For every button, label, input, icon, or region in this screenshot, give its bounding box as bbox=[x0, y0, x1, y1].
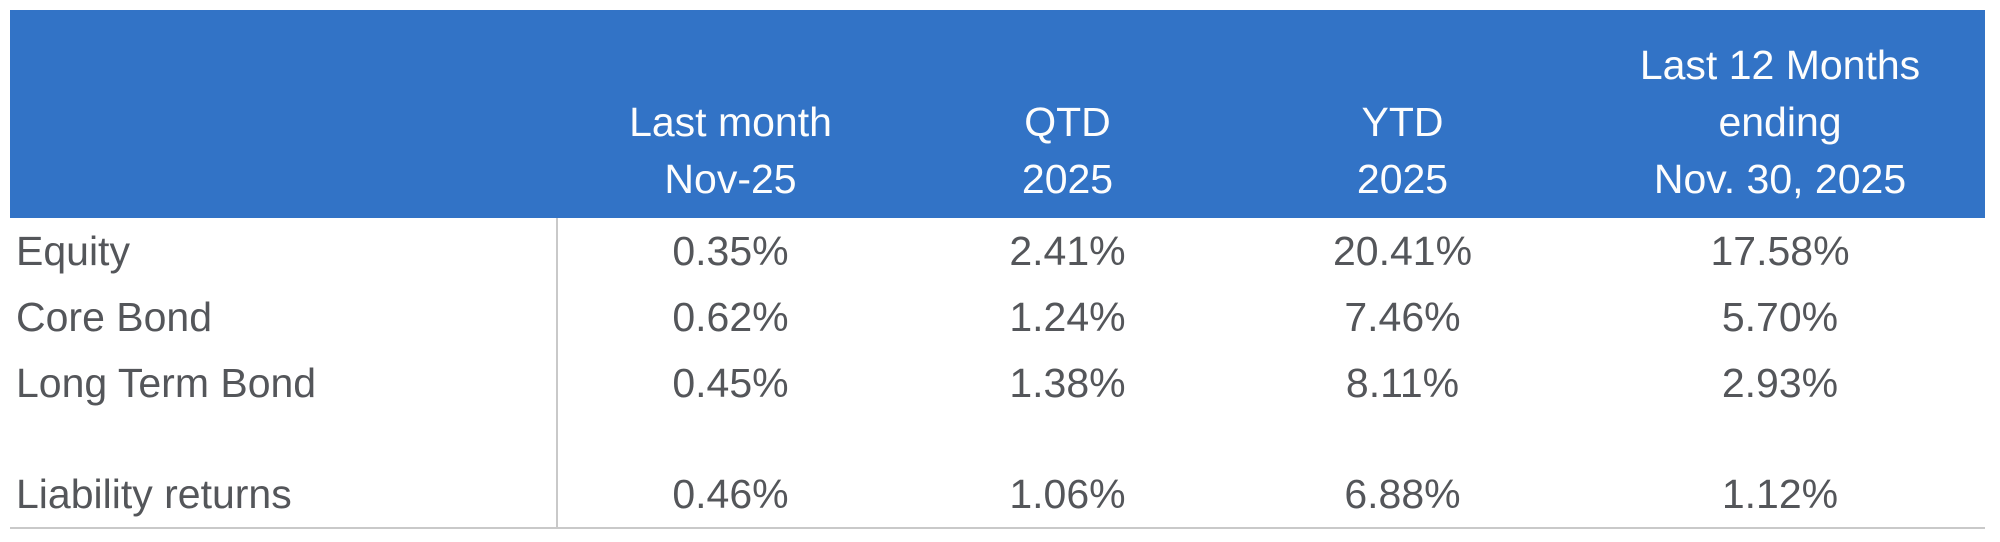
cell-last-month: 0.46% bbox=[672, 470, 789, 517]
header-last-12-months-line3: Nov. 30, 2025 bbox=[1653, 156, 1907, 202]
table-row-core-bond: Core Bond 0.62% 1.24% 7.46% 5.70% bbox=[10, 284, 1985, 350]
cell-ytd: 8.11% bbox=[1345, 359, 1460, 406]
header-last-month-line1: Last month bbox=[629, 99, 832, 145]
row-label: Core Bond bbox=[16, 293, 213, 340]
returns-table: Last month Nov-25 QTD 2025 YTD 2025 Last… bbox=[10, 10, 1985, 529]
blank-spacer-row bbox=[10, 416, 1985, 461]
header-last-12-months: Last 12 Months ending Nov. 30, 2025 bbox=[1575, 37, 1985, 218]
cell-ytd: 7.46% bbox=[1344, 293, 1461, 340]
cell-last-month: 0.35% bbox=[672, 227, 789, 274]
cell-last-12-months: 5.70% bbox=[1721, 293, 1839, 340]
table-row-equity: Equity 0.35% 2.41% 20.41% 17.58% bbox=[10, 218, 1985, 284]
cell-qtd: 1.38% bbox=[1009, 359, 1126, 406]
cell-ytd: 20.41% bbox=[1332, 227, 1473, 274]
header-ytd-line2: 2025 bbox=[1356, 156, 1449, 202]
row-label: Long Term Bond bbox=[16, 359, 317, 406]
header-last-month-line2: Nov-25 bbox=[664, 156, 797, 202]
header-ytd-line1: YTD bbox=[1361, 99, 1444, 145]
row-label: Equity bbox=[16, 227, 130, 274]
header-last-month: Last month Nov-25 bbox=[556, 94, 905, 218]
cell-last-12-months: 2.93% bbox=[1721, 359, 1839, 406]
column-divider-line bbox=[556, 218, 558, 527]
header-last-12-months-line2: ending bbox=[1718, 99, 1842, 145]
row-label: Liability returns bbox=[16, 470, 292, 517]
cell-qtd: 1.24% bbox=[1009, 293, 1126, 340]
header-ytd: YTD 2025 bbox=[1230, 94, 1575, 218]
header-qtd-line1: QTD bbox=[1024, 99, 1111, 145]
cell-last-month: 0.62% bbox=[672, 293, 789, 340]
cell-qtd: 1.06% bbox=[1009, 470, 1126, 517]
header-last-12-months-line1: Last 12 Months bbox=[1639, 42, 1921, 88]
header-empty-cell bbox=[10, 208, 556, 218]
table-body: Equity 0.35% 2.41% 20.41% 17.58% Core Bo… bbox=[10, 218, 1985, 529]
header-qtd-line2: 2025 bbox=[1021, 156, 1114, 202]
table-header-row: Last month Nov-25 QTD 2025 YTD 2025 Last… bbox=[10, 10, 1985, 218]
cell-last-12-months: 17.58% bbox=[1710, 227, 1850, 274]
cell-last-month: 0.45% bbox=[672, 359, 789, 406]
table-row-long-term-bond: Long Term Bond 0.45% 1.38% 8.11% 2.93% bbox=[10, 350, 1985, 416]
cell-qtd: 2.41% bbox=[1009, 227, 1126, 274]
header-qtd: QTD 2025 bbox=[905, 94, 1230, 218]
cell-last-12-months: 1.12% bbox=[1721, 470, 1839, 517]
table-row-liability-returns: Liability returns 0.46% 1.06% 6.88% 1.12… bbox=[10, 461, 1985, 527]
cell-ytd: 6.88% bbox=[1344, 470, 1461, 517]
